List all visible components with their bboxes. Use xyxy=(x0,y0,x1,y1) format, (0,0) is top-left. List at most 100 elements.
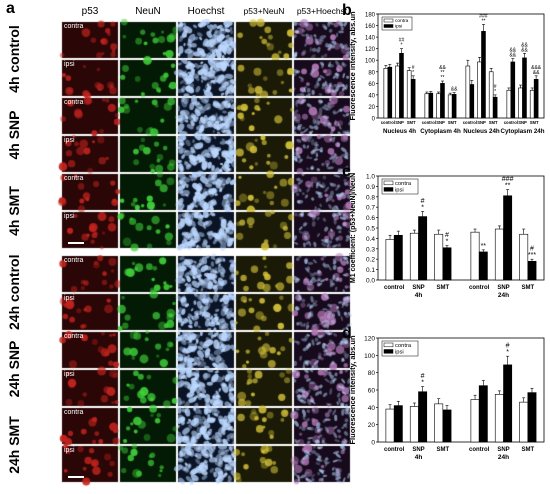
scale-bar xyxy=(68,476,84,478)
bar xyxy=(465,65,471,119)
bar xyxy=(410,78,416,119)
group-label: 4h xyxy=(415,292,423,299)
group-label: 4h xyxy=(415,454,423,461)
y-tick-label: 0.1 xyxy=(366,267,375,274)
bar xyxy=(478,251,488,281)
bar xyxy=(519,401,529,443)
category-label: SMT xyxy=(489,120,498,125)
column-header: p53+Hoechst xyxy=(296,6,348,16)
category-label: SNP xyxy=(497,447,509,453)
significance-mark: # xyxy=(421,198,425,205)
panel-label: c xyxy=(342,163,351,180)
legend-label: ipsi xyxy=(395,349,404,355)
category-label: control xyxy=(381,120,395,125)
row-tag: contra xyxy=(64,175,84,182)
y-tick-label: 0 xyxy=(371,440,375,447)
y-tick-label: 0.8 xyxy=(366,194,375,201)
y-tick-label: 0.2 xyxy=(366,257,375,264)
group-label: Nucleus 4h xyxy=(383,128,416,135)
category-label: SMT xyxy=(436,447,449,453)
bar xyxy=(503,195,513,281)
y-tick-label: 0.6 xyxy=(366,215,375,222)
significance-mark: # xyxy=(530,246,534,253)
plot-frame xyxy=(377,13,545,119)
significance-mark: ** xyxy=(441,75,445,81)
chart-b: b 0 20 40 60 80 100 120 140 160 180 Fluorescence in… xyxy=(342,2,545,135)
significance-mark: * xyxy=(446,239,449,246)
y-tick-label: 0.0 xyxy=(366,278,375,285)
category-label: control xyxy=(504,120,518,125)
category-label: control xyxy=(422,120,436,125)
row-tag: contra xyxy=(64,333,84,340)
significance-mark: *** xyxy=(528,252,536,259)
y-tick-label: 120 xyxy=(365,47,376,53)
bar xyxy=(393,234,403,281)
bar xyxy=(503,364,513,443)
legend-swatch xyxy=(383,18,394,23)
bar xyxy=(494,394,504,443)
panel-label: b xyxy=(342,2,352,19)
significance-mark: && xyxy=(521,47,528,53)
legend-swatch xyxy=(383,349,394,354)
row-group-label: 4h SMT xyxy=(6,186,22,236)
bar xyxy=(478,385,488,443)
bar xyxy=(469,84,475,119)
significance-mark: * xyxy=(494,89,496,95)
category-label: SMT xyxy=(530,120,539,125)
y-tick-label: 0.5 xyxy=(366,226,375,233)
y-tick-label: 80 xyxy=(368,370,376,377)
significance-mark: * xyxy=(421,380,424,387)
y-tick-label: 60 xyxy=(368,82,375,88)
significance-mark: * xyxy=(412,70,414,76)
bar xyxy=(451,94,457,119)
bar xyxy=(519,233,529,281)
bar xyxy=(442,409,452,443)
bar xyxy=(409,232,419,281)
y-tick-label: 0.4 xyxy=(366,236,375,243)
legend-label: contra xyxy=(395,181,412,187)
category-label: SMT xyxy=(521,447,534,453)
bar xyxy=(393,405,403,443)
significance-mark: &&& xyxy=(531,65,542,71)
y-axis-label: Fluorescence intensity, abs.un xyxy=(348,11,357,120)
bar xyxy=(385,239,395,281)
legend-swatch xyxy=(383,187,394,192)
category-label: SMT xyxy=(448,120,457,125)
significance-mark: # xyxy=(506,343,510,350)
bar xyxy=(399,52,404,119)
row-group-label: 24h SNP xyxy=(6,340,22,398)
bar xyxy=(395,65,400,119)
row-group-label: 24h SMT xyxy=(6,416,22,474)
significance-mark: * xyxy=(506,349,509,356)
row-tag: ipsi xyxy=(64,61,75,68)
y-tick-label: 0.7 xyxy=(366,205,375,212)
group-label: Nucleus 24h xyxy=(463,128,500,135)
category-label: SMT xyxy=(407,120,416,125)
y-tick-label: 100 xyxy=(365,59,376,65)
y-axis-label: M1 coefficient: (p53+NeuN)/NeuN xyxy=(350,173,357,283)
significance-mark: # xyxy=(421,373,425,380)
category-label: SNP xyxy=(412,285,424,291)
y-tick-label: 20 xyxy=(368,422,376,429)
significance-mark: ### xyxy=(479,13,488,19)
significance-mark: # xyxy=(445,232,449,239)
row-tag: ipsi xyxy=(64,137,75,144)
category-label: control xyxy=(463,120,477,125)
significance-mark: ** xyxy=(481,243,487,250)
significance-mark: && xyxy=(533,70,540,76)
significance-mark: * xyxy=(421,204,424,211)
row-tag: ipsi xyxy=(64,447,75,454)
category-label: SMT xyxy=(436,285,449,291)
y-tick-label: 1.0 xyxy=(366,174,375,181)
legend-label: contra xyxy=(395,343,412,349)
bar xyxy=(409,406,419,443)
category-label: SNP xyxy=(518,120,527,125)
significance-mark: * xyxy=(401,43,403,49)
significance-mark: # xyxy=(412,65,415,71)
significance-mark: && xyxy=(451,87,458,93)
significance-mark: && xyxy=(439,65,446,71)
significance-mark: ** xyxy=(441,70,445,76)
bar xyxy=(385,408,395,443)
scale-bar xyxy=(68,242,84,244)
legend-label: contra xyxy=(395,18,409,24)
